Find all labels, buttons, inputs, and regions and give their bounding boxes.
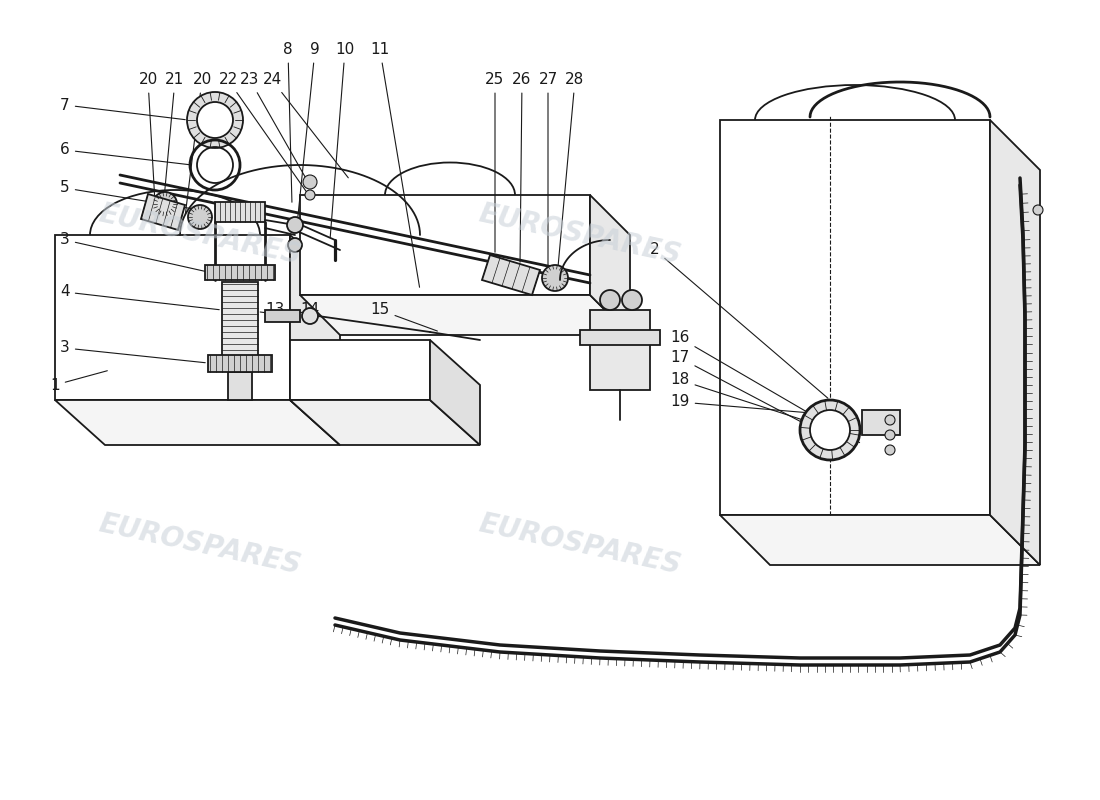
Polygon shape [55,235,290,400]
Text: 22: 22 [219,73,307,192]
Text: 23: 23 [240,73,307,179]
Text: EUROSPARES: EUROSPARES [476,200,684,270]
Polygon shape [720,120,990,515]
Text: 16: 16 [670,330,859,442]
Text: 9: 9 [296,42,320,232]
Circle shape [600,290,620,310]
Text: 3: 3 [60,341,206,362]
Text: 2: 2 [650,242,828,398]
Text: 7: 7 [60,98,185,120]
Polygon shape [290,340,430,400]
Text: 10: 10 [330,42,354,238]
Polygon shape [720,515,1040,565]
Text: 4: 4 [60,285,219,310]
Circle shape [886,430,895,440]
Polygon shape [430,340,480,445]
Circle shape [197,102,233,138]
Text: 21: 21 [163,73,185,207]
Text: 6: 6 [60,142,189,165]
Polygon shape [990,120,1040,565]
Text: EUROSPARES: EUROSPARES [476,510,684,580]
Polygon shape [290,400,480,445]
Polygon shape [55,400,340,445]
Text: 8: 8 [283,42,293,202]
Text: 15: 15 [371,302,438,331]
Circle shape [305,190,315,200]
Polygon shape [141,194,185,230]
Polygon shape [228,372,252,400]
Circle shape [288,238,302,252]
Circle shape [187,92,243,148]
Text: 27: 27 [538,73,558,275]
Text: 17: 17 [670,350,843,444]
Circle shape [886,415,895,425]
Polygon shape [590,195,630,335]
Text: 3: 3 [60,233,206,271]
Text: 24: 24 [263,73,349,178]
Circle shape [302,175,317,189]
Text: 18: 18 [670,373,837,431]
Polygon shape [214,202,265,222]
Polygon shape [482,255,540,295]
Text: EUROSPARES: EUROSPARES [96,200,304,270]
Text: 26: 26 [513,73,531,262]
Polygon shape [265,310,300,322]
Text: 20: 20 [185,73,211,214]
Circle shape [886,445,895,455]
Circle shape [810,410,850,450]
Text: 25: 25 [485,73,505,252]
Circle shape [542,265,568,291]
Polygon shape [300,195,590,295]
Polygon shape [205,265,275,280]
Polygon shape [300,295,630,335]
Polygon shape [208,355,272,372]
Text: 1: 1 [51,370,108,393]
Polygon shape [290,235,340,445]
Text: 14: 14 [300,302,320,318]
Circle shape [188,205,212,229]
Text: 11: 11 [371,42,419,287]
Polygon shape [862,410,900,435]
Text: 13: 13 [265,302,305,318]
Text: 5: 5 [60,181,197,210]
Circle shape [1033,205,1043,215]
Text: 20: 20 [139,73,157,200]
Polygon shape [580,330,660,345]
Circle shape [302,308,318,324]
Text: 12: 12 [235,302,280,318]
Text: 28: 28 [558,73,584,275]
Circle shape [621,290,642,310]
Circle shape [800,400,860,460]
Polygon shape [222,282,258,370]
Polygon shape [590,310,650,390]
Circle shape [287,217,303,233]
Text: 19: 19 [670,394,833,414]
Text: EUROSPARES: EUROSPARES [96,510,304,580]
Circle shape [153,192,177,216]
